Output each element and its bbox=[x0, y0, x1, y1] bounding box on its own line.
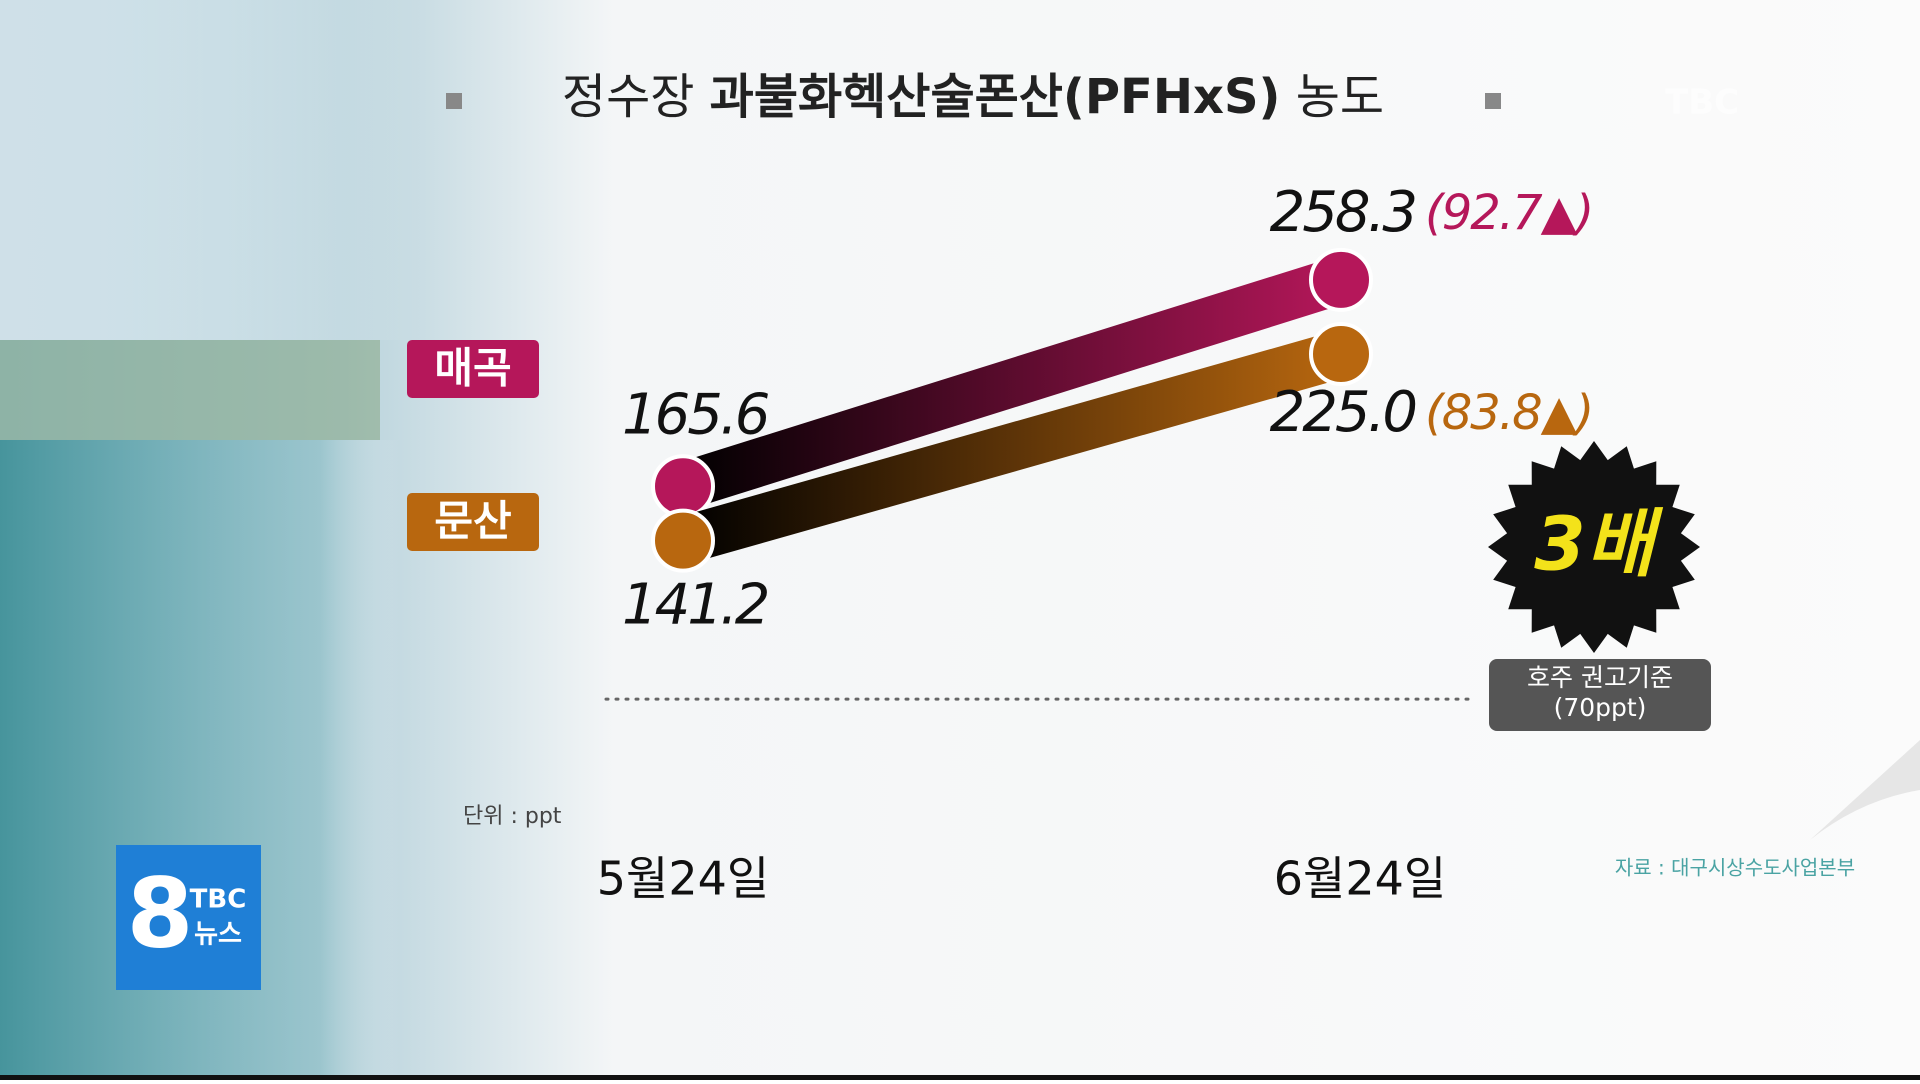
badge-text: 3배 bbox=[1534, 502, 1663, 588]
value-label: 165.6 bbox=[622, 382, 769, 447]
legend-box bbox=[407, 493, 539, 551]
unit-label: 단위 : ppt bbox=[463, 804, 562, 829]
title-part: 과불화헥산술폰산(PFHxS) bbox=[710, 69, 1281, 125]
point bbox=[1309, 322, 1373, 386]
title-mark bbox=[446, 93, 462, 109]
point bbox=[651, 508, 715, 573]
page-curl bbox=[1810, 740, 1920, 840]
chart-title: 정수장 과불화헥산술폰산(PFHxS) 농도 bbox=[562, 69, 1384, 125]
value-label: 258.3 bbox=[1270, 180, 1416, 245]
news-logo-box bbox=[116, 845, 261, 990]
source-label: 자료 : 대구시상수도사업본부 bbox=[1615, 856, 1855, 880]
news-logo-text: TBC bbox=[190, 885, 247, 915]
series-line bbox=[675, 256, 1349, 510]
news-logo-text: 8 bbox=[127, 857, 194, 969]
x-tick-label: 5월24일 bbox=[597, 852, 769, 906]
bottom-bar bbox=[0, 1075, 1920, 1080]
legend-box bbox=[407, 340, 539, 398]
title-mark bbox=[1485, 93, 1501, 109]
series-line bbox=[676, 330, 1348, 564]
badge: 3배 bbox=[1488, 441, 1700, 653]
reference-label: (70ppt) bbox=[1554, 693, 1647, 722]
trees bbox=[0, 340, 380, 440]
value-label: 141.2 bbox=[622, 573, 768, 638]
value-label: 225.0 bbox=[1270, 380, 1416, 445]
change-label: (92.7▲) bbox=[1425, 185, 1592, 241]
reference-label: 호주 권고기준 bbox=[1527, 663, 1673, 692]
reference-box bbox=[1489, 659, 1711, 731]
channel-logo: TBC bbox=[1665, 83, 1739, 123]
point bbox=[651, 454, 715, 519]
badge-star bbox=[1488, 441, 1700, 653]
title-part: 농도 bbox=[1296, 69, 1384, 125]
legend-label: 매곡 bbox=[434, 344, 511, 393]
news-logo: 8 TBC 뉴스 bbox=[116, 845, 261, 990]
title-part: 정수장 bbox=[562, 69, 694, 125]
x-tick-label: 6월24일 bbox=[1274, 852, 1446, 906]
change-label: (83.8▲) bbox=[1425, 385, 1592, 441]
news-logo-text: 뉴스 bbox=[194, 920, 242, 950]
legend-label: 문산 bbox=[434, 497, 511, 546]
sky bbox=[0, 0, 420, 340]
point bbox=[1309, 247, 1373, 312]
